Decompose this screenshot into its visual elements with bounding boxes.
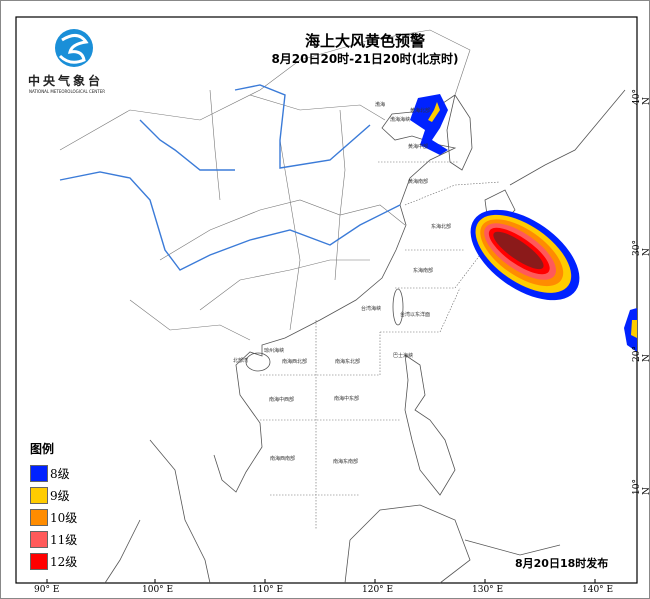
legend-item: 10级 (30, 506, 77, 528)
coastlines (104, 89, 626, 584)
legend-label: 11级 (50, 532, 78, 547)
sea-label: 南海中东部 (334, 395, 359, 402)
cma-logo (55, 29, 93, 67)
province-borders (59, 29, 471, 341)
lon-tick-label: 140° E (582, 585, 614, 595)
lat-tick-label: 20° N (632, 346, 650, 362)
sea-label: 台湾以东洋面 (400, 311, 430, 318)
legend-swatch (30, 464, 48, 482)
sea-label: 渤海 (375, 101, 385, 108)
legend-label: 9级 (50, 488, 70, 503)
lat-tick-label: 10° N (632, 479, 650, 495)
legend-swatch (30, 552, 48, 570)
sea-label: 琼州海峡 (264, 347, 284, 354)
issue-time: 8月20日18时发布 (515, 557, 609, 570)
sea-label: 南海西北部 (282, 358, 307, 365)
sea-label: 巴士海峡 (393, 352, 413, 359)
wind-area-typhoon (470, 209, 580, 301)
rivers (59, 84, 401, 271)
legend: 图例 8级 9级 10级 11级 12级 (30, 440, 77, 572)
map-frame (15, 16, 638, 584)
legend-item: 9级 (30, 484, 77, 506)
sea-label: 黄海中部 (408, 143, 428, 150)
page-subtitle: 8月20日20时-21日20时(北京时) (271, 52, 459, 66)
sea-label: 北部湾 (233, 357, 248, 364)
lon-tick-label: 100° E (142, 585, 174, 595)
legend-swatch (30, 486, 48, 504)
wind-area-east (624, 308, 637, 352)
legend-item: 12级 (30, 550, 77, 572)
sea-area-boundaries (260, 161, 501, 530)
legend-label: 10级 (50, 510, 78, 525)
sea-label: 黄海北部 (410, 107, 430, 114)
axis-ticks (46, 579, 596, 583)
sea-label: 黄海南部 (408, 178, 428, 185)
legend-item: 11级 (30, 528, 77, 550)
sea-label: 东海南部 (413, 267, 433, 274)
sea-label: 东海北部 (431, 223, 451, 230)
legend-item: 8级 (30, 462, 77, 484)
legend-swatch (30, 508, 48, 526)
sea-label: 南海东南部 (333, 458, 358, 465)
legend-label: 12级 (50, 554, 78, 569)
sea-label: 台湾海峡 (361, 305, 381, 312)
logo-name-cn: 中央气象台 (28, 74, 104, 88)
lon-tick-label: 110° E (252, 585, 284, 595)
sea-label: 南海西南部 (270, 455, 295, 462)
lat-tick-label: 40° N (632, 89, 650, 105)
lon-tick-label: 120° E (362, 585, 394, 595)
page-title: 海上大风黄色预警 (304, 32, 425, 50)
sea-label: 渤海海峡 (390, 116, 410, 123)
lat-tick-label: 30° N (632, 240, 650, 256)
legend-swatch (30, 530, 48, 548)
logo-name-en: NATIONAL METEOROLOGICAL CENTER (29, 89, 106, 94)
legend-label: 8级 (50, 466, 70, 481)
wind-area-bohai (410, 94, 448, 155)
sea-area-labels: 渤海 渤海海峡 黄海北部 黄海中部 黄海南部 东海北部 东海南部 台湾海峡 台湾… (233, 101, 451, 465)
sea-label: 南海东北部 (335, 358, 360, 365)
lon-tick-label: 130° E (472, 585, 504, 595)
lon-tick-label: 90° E (34, 585, 60, 595)
legend-title: 图例 (30, 442, 55, 456)
sea-label: 南海中西部 (269, 396, 294, 403)
